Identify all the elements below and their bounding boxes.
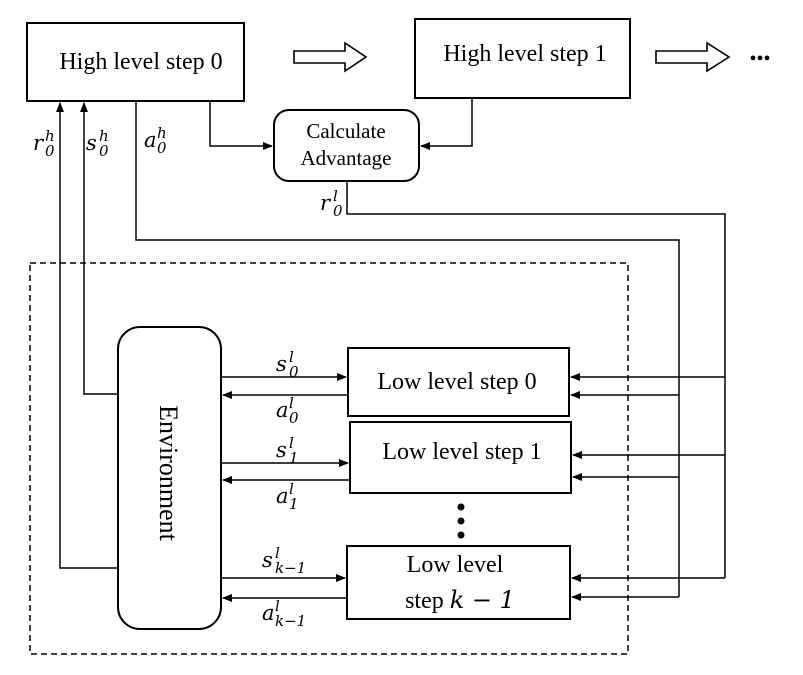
calculate-advantage-box: Calculate Advantage — [273, 109, 420, 182]
label-s0l: s l 0 — [276, 348, 299, 381]
svg-text:r: r — [320, 191, 332, 215]
svg-text:l: l — [289, 394, 294, 412]
svg-text:0: 0 — [99, 142, 109, 160]
r0h-arrow — [56, 102, 118, 569]
svg-text:l: l — [275, 544, 280, 562]
label-a0l: a l 0 — [276, 394, 299, 427]
low-level-step-k-line2: step k − 1 — [405, 586, 515, 614]
hollow-arrow-0 — [293, 41, 368, 73]
vertical-dot — [457, 503, 465, 511]
svg-text:1: 1 — [289, 449, 299, 467]
svg-text:0: 0 — [289, 409, 299, 427]
ellipsis: ••• — [749, 48, 770, 70]
low-level-step-k-box: Low level step k − 1 — [346, 545, 571, 620]
high-level-step-1-label: High level step 1 — [443, 41, 606, 67]
calculate-label: Calculate — [306, 119, 385, 143]
svg-text:s: s — [276, 438, 287, 462]
environment-box: Environment — [117, 326, 222, 630]
svg-text:s: s — [86, 131, 97, 155]
svg-text:s: s — [276, 352, 287, 376]
hollow-arrow-1 — [655, 41, 731, 73]
low-level-region — [29, 262, 629, 655]
vertical-dot — [457, 531, 465, 539]
svg-text:h: h — [157, 124, 167, 142]
high-level-step-1-box: High level step 1 — [414, 18, 631, 99]
environment-label: Environment — [154, 405, 183, 542]
s0h-arrow — [80, 102, 118, 395]
a0h-line — [135, 101, 680, 597]
svg-text:a: a — [276, 398, 289, 422]
low-level-step-k-line1: Low level — [407, 552, 504, 578]
label-skl: s l k−1 — [262, 544, 306, 577]
label-a1l: a l 1 — [276, 480, 299, 513]
svg-text:a: a — [276, 484, 289, 508]
svg-text:0: 0 — [157, 139, 167, 157]
label-r0l: r l 0 — [320, 187, 343, 220]
vertical-dot — [457, 517, 465, 525]
high-level-step-0-label: High level step 0 — [59, 49, 222, 75]
advantage-label: Advantage — [301, 146, 392, 170]
label-a0h: a h 0 — [144, 124, 167, 157]
low-level-step-1-box: Low level step 1 — [349, 421, 572, 494]
low-level-step-1-label: Low level step 1 — [382, 439, 541, 465]
high0-to-calc-arrow — [209, 101, 273, 150]
low-level-step-0-box: Low level step 0 — [347, 347, 570, 417]
label-akl: a l k−1 — [262, 597, 306, 630]
svg-text:r: r — [33, 131, 45, 155]
label-s0h: s h 0 — [86, 127, 109, 160]
svg-text:0: 0 — [333, 202, 343, 220]
svg-text:1: 1 — [289, 495, 299, 513]
svg-text:a: a — [262, 601, 275, 625]
label-s1l: s l 1 — [276, 434, 299, 467]
svg-text:a: a — [144, 128, 157, 152]
svg-text:l: l — [289, 434, 294, 452]
low-level-step-0-label: Low level step 0 — [377, 369, 536, 395]
label-r0h: r h 0 — [33, 127, 55, 160]
svg-text:0: 0 — [45, 142, 55, 160]
svg-text:0: 0 — [289, 363, 299, 381]
svg-text:k−1: k−1 — [275, 612, 306, 630]
svg-text:l: l — [289, 348, 294, 366]
svg-text:s: s — [262, 548, 273, 572]
high1-to-calc-arrow — [420, 98, 473, 150]
svg-text:l: l — [275, 597, 280, 615]
svg-text:l: l — [333, 187, 338, 205]
svg-text:l: l — [289, 480, 294, 498]
svg-text:h: h — [45, 127, 55, 145]
svg-text:h: h — [99, 127, 109, 145]
high-level-step-0-box: High level step 0 — [26, 22, 245, 102]
svg-text:k−1: k−1 — [275, 559, 306, 577]
r0l-line — [346, 181, 726, 578]
